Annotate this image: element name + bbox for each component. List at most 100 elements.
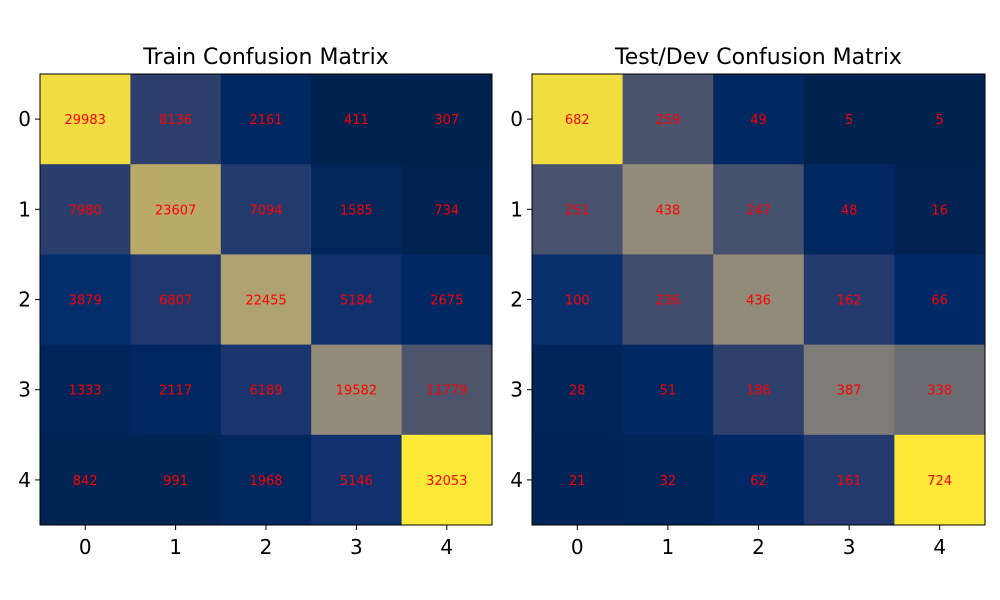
cell-value-label: 66	[931, 294, 948, 309]
x-tick-label: 0	[79, 535, 92, 559]
cell-value-label: 842	[73, 474, 98, 489]
cell-value-label: 51	[660, 384, 677, 399]
heatmap-cell	[894, 344, 986, 436]
heatmap-cell	[713, 344, 805, 436]
y-tick-label: 3	[18, 378, 31, 402]
y-tick-label: 0	[18, 107, 31, 131]
heatmap-cell	[622, 434, 714, 526]
heatmap-cell	[532, 254, 624, 346]
x-tick-label: 4	[440, 535, 453, 559]
cell-value-label: 100	[565, 294, 590, 309]
cell-value-label: 2161	[249, 113, 282, 128]
heatmap-cell	[40, 344, 131, 436]
x-tick-label: 3	[350, 535, 363, 559]
cell-value-label: 5184	[340, 294, 373, 309]
cell-value-label: 22455	[245, 294, 286, 309]
y-tick-label: 1	[510, 197, 523, 221]
heatmap-cell	[713, 164, 805, 255]
y-tick-label: 1	[18, 197, 31, 221]
cell-value-label: 1968	[249, 474, 282, 489]
x-tick-label: 1	[662, 535, 675, 559]
heatmap-cell	[130, 254, 222, 346]
cell-value-label: 3879	[69, 294, 102, 309]
cell-value-label: 387	[837, 384, 862, 399]
heatmap-cell	[401, 164, 493, 255]
heatmap-cell	[311, 434, 403, 526]
x-tick-label: 4	[933, 535, 946, 559]
heatmap-cell	[401, 74, 493, 165]
heatmap-cell	[713, 254, 805, 346]
heatmap-cell	[220, 74, 312, 165]
cell-value-label: 162	[837, 294, 862, 309]
heatmap-cell	[622, 164, 714, 255]
x-tick-label: 0	[571, 535, 584, 559]
cell-value-label: 2675	[430, 294, 463, 309]
cell-value-label: 338	[927, 384, 952, 399]
cell-value-label: 2117	[159, 384, 192, 399]
heatmap-cell	[220, 344, 312, 436]
heatmap-cell	[130, 164, 222, 255]
heatmap-cell	[894, 74, 986, 165]
x-tick-label: 2	[260, 535, 273, 559]
y-tick-label: 2	[18, 288, 31, 312]
cell-value-label: 991	[163, 474, 188, 489]
heatmap-cell	[130, 74, 222, 165]
heatmap-cell	[803, 434, 895, 526]
heatmap-cell	[311, 164, 403, 255]
cell-value-label: 682	[565, 113, 590, 128]
cell-value-label: 251	[565, 203, 590, 218]
cell-value-label: 48	[841, 203, 858, 218]
cell-value-label: 7980	[69, 203, 102, 218]
cell-value-label: 438	[655, 203, 680, 218]
cell-value-label: 62	[750, 474, 767, 489]
cell-value-label: 161	[837, 474, 862, 489]
heatmap-cell	[713, 434, 805, 526]
heatmap-cell	[894, 434, 986, 526]
heatmap-cell	[622, 254, 714, 346]
heatmap-cell	[311, 344, 403, 436]
cell-value-label: 1333	[69, 384, 102, 399]
y-tick-label: 0	[510, 107, 523, 131]
cell-value-label: 19582	[336, 384, 377, 399]
heatmap-cell	[803, 164, 895, 255]
heatmap-cell	[40, 254, 131, 346]
cell-value-label: 247	[746, 203, 771, 218]
cell-value-label: 32053	[426, 474, 467, 489]
x-tick-label: 3	[843, 535, 856, 559]
heatmap-cell	[220, 164, 312, 255]
heatmap-cell	[532, 74, 624, 165]
heatmap-cell	[803, 344, 895, 436]
heatmap-cell	[130, 344, 222, 436]
chart-title: Test/Dev Confusion Matrix	[614, 45, 902, 70]
y-tick-label: 2	[510, 288, 523, 312]
cell-value-label: 7094	[249, 203, 282, 218]
cell-value-label: 411	[344, 113, 369, 128]
heatmap-cell	[401, 254, 493, 346]
cell-value-label: 1585	[340, 203, 373, 218]
heatmap-cell	[130, 434, 222, 526]
heatmap-cell	[311, 74, 403, 165]
heatmap-cell	[40, 434, 131, 526]
heatmap-cell	[532, 164, 624, 255]
heatmap-cell	[220, 254, 312, 346]
y-tick-label: 4	[18, 468, 31, 492]
cell-value-label: 5	[936, 113, 944, 128]
cell-value-label: 6807	[159, 294, 192, 309]
heatmap-cell	[532, 434, 624, 526]
heatmap-cell	[401, 344, 493, 436]
heatmap-cell	[622, 74, 714, 165]
cell-value-label: 734	[434, 203, 459, 218]
cell-value-label: 6189	[249, 384, 282, 399]
cell-value-label: 28	[569, 384, 586, 399]
cell-value-label: 16	[931, 203, 948, 218]
cell-value-label: 5146	[340, 474, 373, 489]
heatmap-cell	[40, 74, 131, 165]
cell-value-label: 186	[746, 384, 771, 399]
cell-value-label: 5	[845, 113, 853, 128]
heatmap-cell	[40, 164, 131, 255]
cell-value-label: 32	[660, 474, 677, 489]
cell-value-label: 29983	[65, 113, 106, 128]
